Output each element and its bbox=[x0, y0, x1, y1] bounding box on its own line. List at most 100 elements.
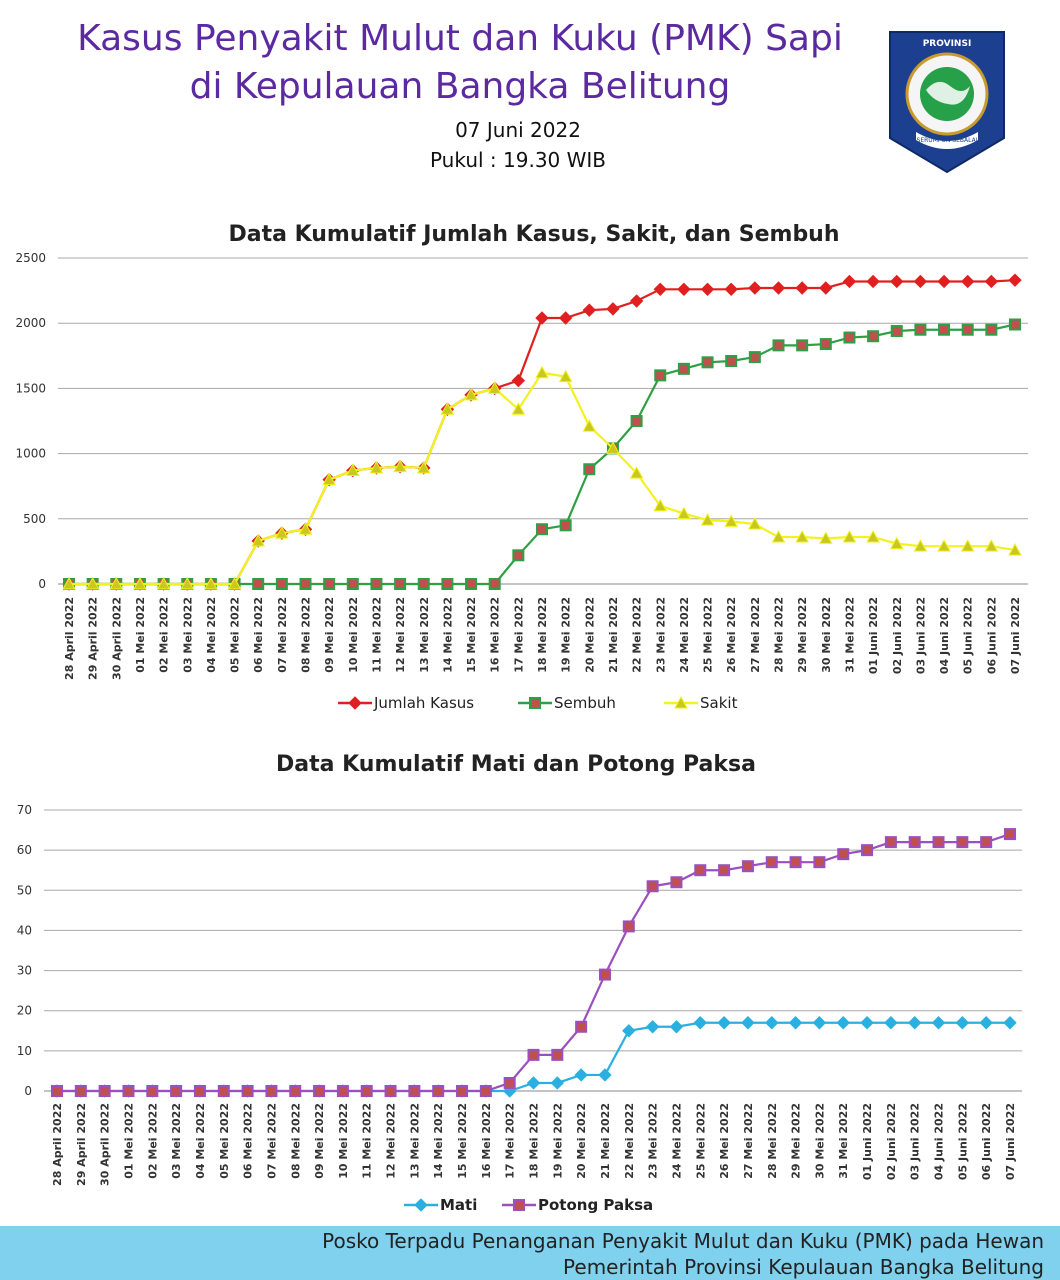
data-point bbox=[772, 339, 785, 352]
data-point bbox=[788, 1016, 803, 1030]
data-point bbox=[275, 578, 288, 590]
x-tick-label: 24 Mei 2022 bbox=[678, 597, 691, 673]
data-point bbox=[748, 351, 761, 364]
x-tick-label: 10 Mei 2022 bbox=[337, 1103, 350, 1179]
x-tick-label: 06 Juni 2022 bbox=[985, 597, 998, 674]
data-point bbox=[1004, 828, 1016, 841]
chart-title: Data Kumulatif Jumlah Kasus, Sakit, dan … bbox=[228, 222, 839, 247]
data-point bbox=[717, 1016, 731, 1030]
x-tick-label: 04 Juni 2022 bbox=[938, 597, 951, 674]
data-point bbox=[984, 274, 999, 289]
data-point bbox=[741, 1016, 755, 1030]
x-tick-label: 22 Mei 2022 bbox=[623, 1103, 636, 1179]
data-point bbox=[252, 578, 265, 590]
data-point bbox=[1008, 273, 1022, 287]
data-point bbox=[866, 530, 880, 543]
data-point bbox=[558, 369, 573, 383]
x-tick-label: 06 Mei 2022 bbox=[252, 597, 265, 673]
data-point bbox=[322, 472, 336, 486]
data-point bbox=[646, 880, 659, 893]
data-point bbox=[645, 1020, 660, 1034]
x-tick-label: 13 Mei 2022 bbox=[418, 597, 431, 673]
legend-label: Mati bbox=[440, 1196, 477, 1214]
x-tick-label: 26 Mei 2022 bbox=[725, 597, 738, 673]
data-point bbox=[843, 331, 856, 344]
x-tick-label: 17 Mei 2022 bbox=[504, 1103, 517, 1179]
data-point bbox=[511, 373, 526, 388]
x-tick-label: 07 Juni 2022 bbox=[1004, 1103, 1017, 1180]
data-point bbox=[937, 274, 951, 289]
data-point bbox=[861, 844, 874, 857]
data-point bbox=[693, 1016, 707, 1030]
data-point bbox=[360, 1085, 373, 1097]
data-point bbox=[465, 578, 478, 590]
data-point bbox=[907, 1016, 922, 1030]
x-tick-label: 04 Juni 2022 bbox=[933, 1103, 946, 1180]
x-tick-label: 09 Mei 2022 bbox=[323, 597, 336, 673]
data-point bbox=[765, 856, 778, 869]
data-point bbox=[598, 1068, 612, 1082]
data-point bbox=[979, 1016, 993, 1030]
data-point bbox=[265, 1085, 278, 1097]
data-point bbox=[889, 536, 904, 550]
data-point bbox=[984, 539, 999, 552]
data-point bbox=[670, 876, 683, 889]
report-date: 07 Juni 2022 bbox=[455, 118, 581, 142]
data-point bbox=[669, 1020, 684, 1034]
data-point bbox=[298, 522, 313, 535]
data-point bbox=[884, 1016, 898, 1030]
data-point bbox=[408, 1085, 421, 1097]
data-point bbox=[217, 1085, 230, 1097]
x-tick-label: 01 Juni 2022 bbox=[867, 597, 880, 674]
data-point bbox=[630, 415, 643, 427]
x-tick-label: 01 Juni 2022 bbox=[861, 1103, 874, 1180]
x-tick-label: 23 Mei 2022 bbox=[654, 597, 667, 673]
logo-top-text: PROVINSI bbox=[923, 39, 972, 49]
x-tick-label: 16 Mei 2022 bbox=[489, 597, 502, 673]
x-tick-label: 21 Mei 2022 bbox=[607, 597, 620, 673]
data-point bbox=[961, 323, 974, 336]
x-tick-label: 05 Mei 2022 bbox=[229, 597, 242, 673]
x-tick-label: 25 Mei 2022 bbox=[702, 597, 715, 673]
data-point bbox=[336, 1085, 349, 1097]
data-point bbox=[440, 402, 455, 415]
data-point bbox=[938, 323, 951, 336]
x-tick-label: 30 April 2022 bbox=[110, 597, 123, 680]
x-tick-label: 27 Mei 2022 bbox=[742, 1103, 755, 1179]
province-logo: PROVINSI SERUMPUN SEBALAI bbox=[889, 31, 1005, 174]
data-point bbox=[795, 530, 809, 543]
data-point bbox=[1009, 318, 1021, 331]
data-point bbox=[622, 1024, 636, 1038]
data-point bbox=[583, 463, 596, 476]
data-point bbox=[559, 519, 572, 532]
y-tick-label: 0 bbox=[24, 1084, 32, 1098]
data-point bbox=[313, 1085, 326, 1097]
data-point bbox=[606, 441, 620, 454]
x-tick-label: 09 Mei 2022 bbox=[313, 1103, 326, 1179]
data-point bbox=[677, 362, 690, 375]
data-point bbox=[479, 1085, 492, 1097]
data-point bbox=[441, 578, 454, 590]
data-point bbox=[748, 281, 762, 295]
data-point bbox=[622, 920, 635, 933]
data-point bbox=[913, 539, 928, 552]
series-line bbox=[69, 323, 1016, 586]
x-tick-label: 27 Mei 2022 bbox=[749, 597, 762, 673]
data-point bbox=[241, 1085, 254, 1097]
x-tick-label: 07 Mei 2022 bbox=[276, 597, 289, 673]
y-tick-label: 10 bbox=[17, 1044, 32, 1058]
x-tick-label: 30 Mei 2022 bbox=[813, 1103, 826, 1179]
x-tick-label: 02 Mei 2022 bbox=[146, 1103, 159, 1179]
data-point bbox=[275, 526, 289, 539]
y-tick-label: 1500 bbox=[15, 381, 46, 395]
series-jumlah-kasus bbox=[62, 273, 1022, 591]
x-tick-label: 12 Mei 2022 bbox=[394, 597, 407, 673]
data-point bbox=[62, 576, 76, 590]
data-point bbox=[956, 836, 969, 849]
x-tick-label: 03 Mei 2022 bbox=[170, 1103, 183, 1179]
x-tick-label: 02 Mei 2022 bbox=[158, 597, 171, 673]
data-point bbox=[842, 530, 857, 543]
x-tick-label: 03 Juni 2022 bbox=[909, 1103, 922, 1180]
data-point bbox=[913, 274, 928, 289]
data-point bbox=[860, 1016, 874, 1030]
